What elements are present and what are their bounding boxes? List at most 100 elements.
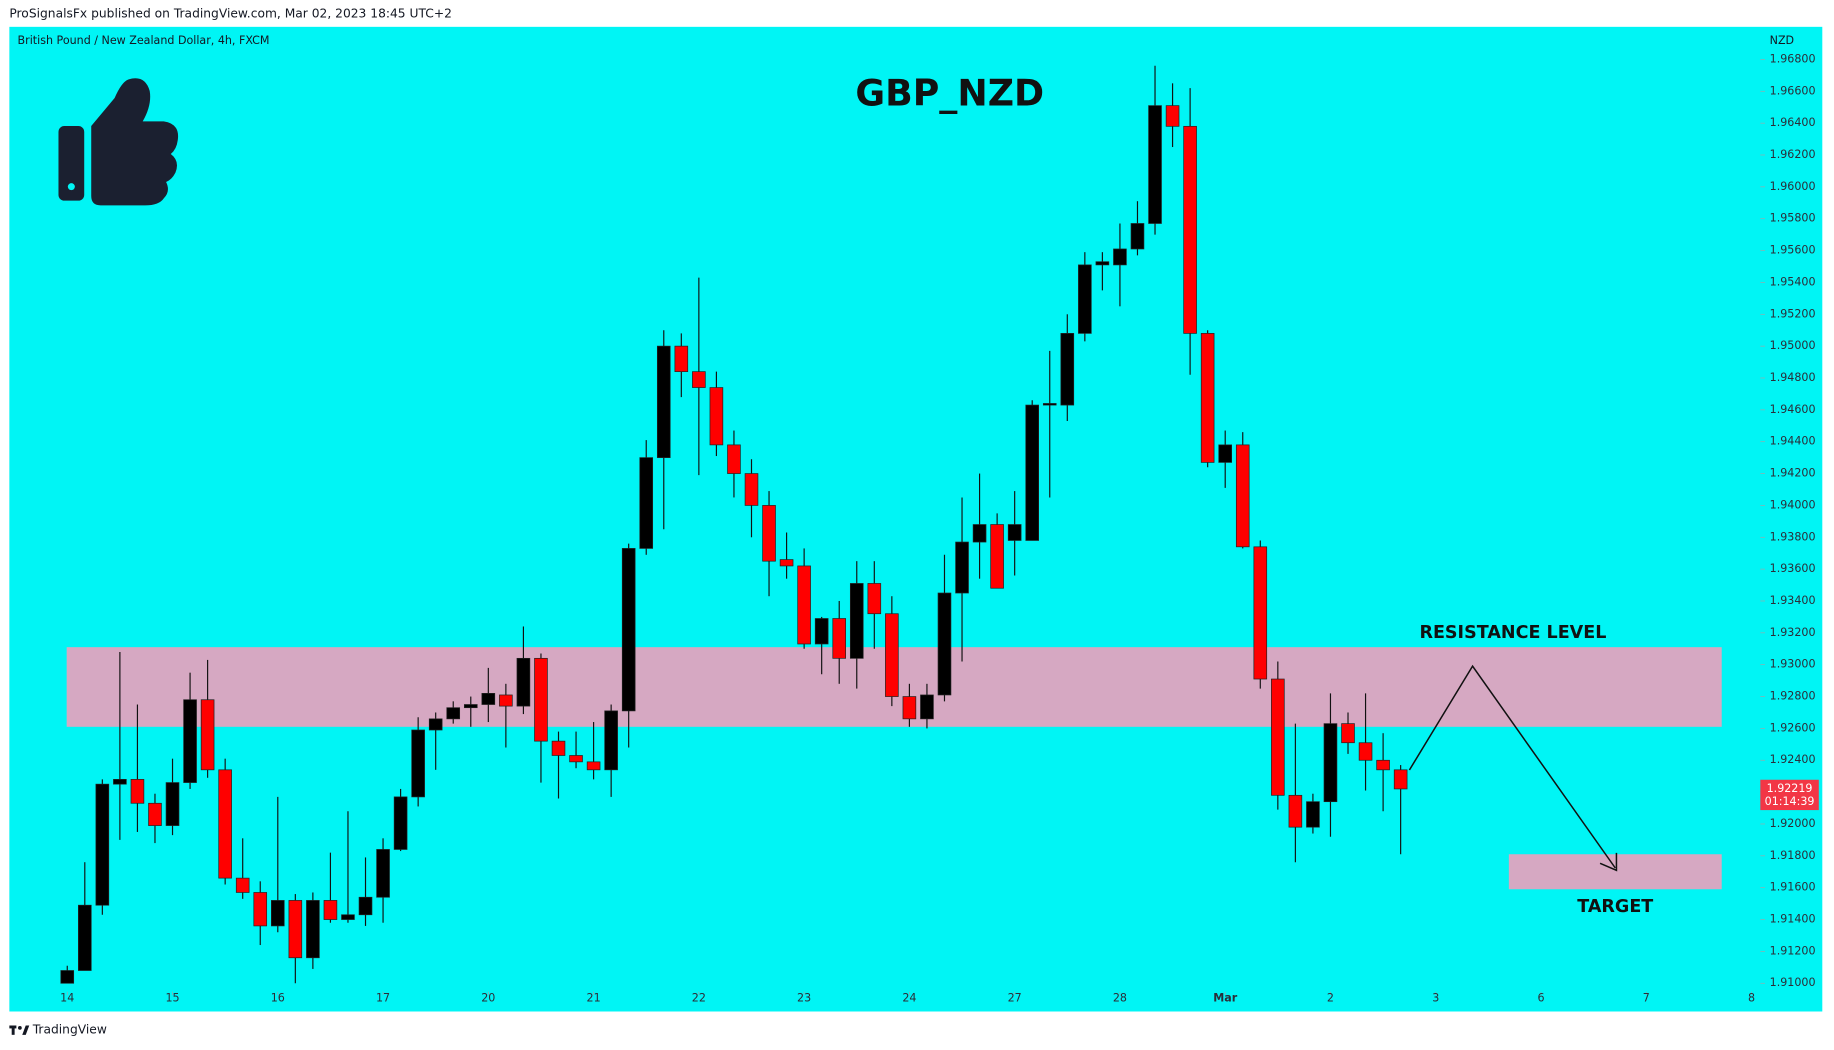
x-tick-label: Mar [1213, 992, 1238, 1005]
x-tick-label: 17 [376, 992, 390, 1005]
candle-body [990, 524, 1004, 589]
candle-body [376, 849, 390, 898]
candle-body [1323, 723, 1338, 803]
candle-body [937, 592, 952, 696]
symbol: British Pound / New Zealand Dollar, 4h, … [18, 34, 270, 47]
candle-body [235, 877, 250, 893]
y-tick-label: 1.94800 [1770, 371, 1816, 384]
candle-body [1148, 105, 1162, 224]
candle-body [551, 740, 566, 756]
x-tick-label: 15 [165, 992, 179, 1005]
logo-part [11, 1025, 15, 1035]
candle-body [639, 457, 654, 549]
candle-body [428, 718, 443, 731]
candle-body [779, 559, 794, 567]
arrow-line [1408, 664, 1616, 869]
candle-body [1130, 223, 1145, 250]
candle-body [1358, 742, 1373, 761]
candle-body [534, 657, 548, 742]
last-price-box [1760, 779, 1819, 811]
candle-body [306, 900, 320, 959]
icon-cuff [58, 126, 85, 201]
y-tick-label: 1.91000 [1770, 976, 1816, 989]
candle-body [130, 779, 145, 804]
candle-body [113, 779, 127, 785]
candle-body [1060, 333, 1075, 406]
candle-body [1271, 678, 1285, 796]
candle-body [1341, 723, 1355, 744]
projection-arrow [1408, 664, 1618, 872]
y-axis-label: NZD [1770, 34, 1794, 47]
candle-body [814, 618, 829, 645]
y-tick-label: 1.94400 [1770, 435, 1816, 448]
candle-body [253, 892, 268, 927]
candle-body [271, 900, 285, 927]
candle-body [1306, 801, 1320, 828]
candle-body [1200, 333, 1215, 463]
candle-body [1218, 444, 1232, 463]
candle-body [832, 618, 847, 659]
candle-body [867, 583, 882, 615]
candle-body [1288, 794, 1303, 828]
candle-body [849, 583, 864, 659]
y-tick-label: 1.96800 [1770, 52, 1816, 65]
candle-body [183, 699, 197, 783]
candle-body [569, 755, 583, 763]
y-tick-label: 1.94000 [1770, 498, 1816, 511]
icon-hand [91, 78, 179, 206]
candle-body [727, 444, 741, 474]
candle-body [1095, 261, 1110, 266]
y-tick-label: 1.92600 [1770, 721, 1816, 734]
y-tick-label: 1.93800 [1770, 530, 1816, 543]
chart-title: GBP_NZD [855, 72, 1044, 115]
candle-body [323, 900, 338, 920]
icon-dot [67, 183, 75, 191]
candle-body [463, 704, 478, 709]
x-tick-label: 7 [1643, 992, 1650, 1005]
logo-part [22, 1025, 30, 1035]
candle-body [744, 473, 759, 506]
candle-body [481, 693, 496, 705]
candle-body [1183, 125, 1197, 334]
candle-body [393, 796, 408, 850]
x-tick-label: 22 [692, 992, 706, 1005]
candle-body [1042, 403, 1057, 406]
y-tick-label: 1.96400 [1770, 116, 1816, 129]
x-tick-label: 14 [60, 992, 74, 1005]
candle-body [797, 565, 811, 645]
y-tick-label: 1.92800 [1770, 690, 1816, 703]
x-tick-label: 24 [902, 992, 916, 1005]
candles [60, 65, 1408, 984]
header: ProSignalsFx published on TradingView.co… [9, 7, 452, 21]
y-tick-label: 1.92000 [1770, 817, 1816, 830]
candle-body [165, 782, 180, 826]
candle-body [762, 505, 776, 562]
y-tick-label: 1.93400 [1770, 594, 1816, 607]
x-tick-label: 6 [1537, 992, 1544, 1005]
candle-body [78, 904, 92, 971]
candle-body [1235, 444, 1250, 548]
candle-body [1007, 524, 1022, 541]
zone-label: RESISTANCE LEVEL [1419, 623, 1606, 643]
y-tick-label: 1.95800 [1770, 212, 1816, 225]
candle-body [621, 548, 636, 712]
y-tick-label: 1.95200 [1770, 307, 1816, 320]
thumbs-up-icon [58, 78, 179, 206]
candle-body [1376, 759, 1390, 771]
y-tick-label: 1.96600 [1770, 84, 1816, 97]
candle-body [95, 783, 110, 906]
x-tick-label: 3 [1432, 992, 1439, 1005]
candle-body [1393, 769, 1408, 790]
candle-body [60, 970, 75, 984]
candle-body [288, 900, 303, 959]
x-tick-label: 28 [1113, 992, 1127, 1005]
arrow-head [1599, 852, 1618, 872]
y-tick-label: 1.91600 [1770, 881, 1816, 894]
candle-body [341, 914, 355, 920]
y-tick-label: 1.93600 [1770, 562, 1816, 575]
y-tick-label: 1.91800 [1770, 849, 1816, 862]
zone [1508, 854, 1722, 890]
